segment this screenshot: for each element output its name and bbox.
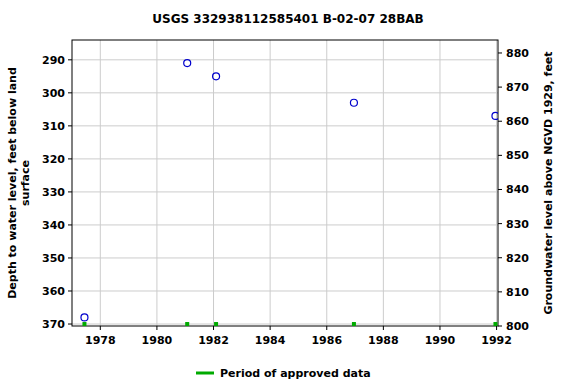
tick: [68, 324, 72, 325]
tick: [68, 257, 72, 258]
grid-line: [100, 40, 101, 326]
title: USGS 332938112585401 B-02-07 28BAB: [152, 12, 423, 26]
tick: [68, 290, 72, 291]
tick-label: 320: [42, 153, 65, 166]
legend-swatch: [196, 372, 214, 375]
data-point: [214, 322, 218, 326]
grid-line: [156, 40, 157, 326]
tick-label: 1978: [85, 334, 116, 347]
tick: [498, 121, 502, 122]
chart: USGS 332938112585401 B-02-07 28BAB 1978 19…: [0, 0, 576, 384]
tick: [498, 257, 502, 258]
tick-label: 1984: [255, 334, 286, 347]
tick: [213, 326, 214, 330]
tick-label: 800: [506, 320, 529, 333]
tick-label: 840: [506, 183, 529, 196]
tick: [498, 52, 502, 53]
tick-label: 820: [506, 252, 529, 265]
tick: [498, 223, 502, 224]
tick: [326, 326, 327, 330]
grid-line: [270, 40, 271, 326]
tick: [439, 326, 440, 330]
tick-label: 850: [506, 149, 529, 162]
plot-area: [81, 60, 498, 326]
tick: [68, 224, 72, 225]
y2-axis-label: Groundwater level above NGVD 1929, feet: [542, 51, 555, 314]
tick: [383, 326, 384, 330]
data-point: [352, 322, 356, 326]
data-point: [185, 322, 189, 326]
tick-label: 340: [42, 219, 65, 232]
grid-line: [383, 40, 384, 326]
grid-line: [72, 158, 498, 159]
data-point: [493, 322, 497, 326]
y-axis-label-line: surface: [19, 160, 32, 206]
tick-label: 1982: [198, 334, 229, 347]
tick-label: 330: [42, 186, 65, 199]
grid-line: [439, 40, 440, 326]
grid-line: [72, 324, 498, 325]
tick-label: 1990: [425, 334, 456, 347]
grid-line: [496, 40, 497, 326]
grid-line: [72, 125, 498, 126]
tick: [498, 87, 502, 88]
grid-line: [72, 224, 498, 225]
grid-line: [213, 40, 214, 326]
tick: [100, 326, 101, 330]
grid-line: [72, 257, 498, 258]
data-point: [184, 60, 191, 67]
tick-label: 1988: [368, 334, 399, 347]
tick-label: 830: [506, 218, 529, 231]
legend-label: Period of approved data: [220, 367, 371, 380]
grid-line: [326, 40, 327, 326]
data-point: [81, 314, 88, 321]
tick-label: 860: [506, 115, 529, 128]
tick-label: 290: [42, 54, 65, 67]
tick-label: 870: [506, 81, 529, 94]
tick-label: 880: [506, 47, 529, 60]
frame: [72, 40, 498, 326]
tick: [270, 326, 271, 330]
tick: [68, 59, 72, 60]
tick-label: 350: [42, 252, 65, 265]
tick: [68, 92, 72, 93]
y-axis-label: Depth to water level, feet below landsur…: [6, 67, 32, 299]
tick: [156, 326, 157, 330]
tick: [496, 326, 497, 330]
tick-label: 370: [42, 318, 65, 331]
tick: [68, 158, 72, 159]
data-point: [213, 73, 220, 80]
data-point: [82, 322, 86, 326]
tick: [68, 191, 72, 192]
tick-label: 1992: [481, 334, 512, 347]
tick: [498, 155, 502, 156]
grid-line: [72, 92, 498, 93]
data-point: [492, 112, 498, 119]
data-point: [350, 99, 357, 106]
tick: [498, 189, 502, 190]
tick-label: 310: [42, 120, 65, 133]
y-axis-label-line: Depth to water level, feet below land: [6, 67, 19, 299]
tick: [498, 326, 502, 327]
grid-line: [72, 290, 498, 291]
grid-line: [72, 59, 498, 60]
tick-label: 1980: [142, 334, 173, 347]
tick-label: 810: [506, 286, 529, 299]
tick: [68, 125, 72, 126]
tick-label: 300: [42, 87, 65, 100]
tick: [498, 291, 502, 292]
grid-line: [72, 191, 498, 192]
tick-label: 360: [42, 285, 65, 298]
tick-label: 1986: [311, 334, 342, 347]
